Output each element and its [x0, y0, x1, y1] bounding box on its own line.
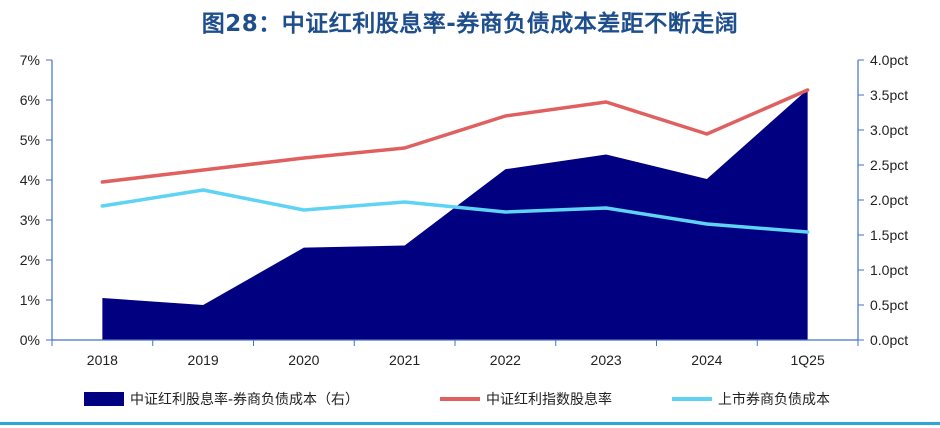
x-tick-label: 2023	[591, 352, 622, 368]
legend: 中证红利股息率-券商负债成本（右） 中证红利指数股息率 上市券商负债成本	[84, 391, 830, 408]
right-tick-label: 3.0pct	[870, 122, 908, 138]
axis-layer	[46, 59, 864, 346]
x-tick-label: 2019	[188, 352, 219, 368]
x-tick-label: 2018	[87, 352, 118, 368]
left-tick-label: 4%	[20, 172, 40, 188]
chart-title: 图28：中证红利股息率-券商负债成本差距不断走阔	[201, 11, 739, 37]
tick-layer: 0% 1% 2% 3% 4% 5% 6% 7% 0.0pct 0.5pct 1.0pct 1.5pct…	[20, 52, 908, 368]
right-tick-label: 1.0pct	[870, 262, 908, 278]
right-tick-label: 1.5pct	[870, 227, 908, 243]
right-tick-label: 0.5pct	[870, 297, 908, 313]
left-tick-label: 1%	[20, 292, 40, 308]
x-tick-label: 2020	[288, 352, 319, 368]
area-layer	[102, 89, 808, 341]
line-series-broker-cost	[100, 188, 810, 234]
left-tick-label: 6%	[20, 92, 40, 108]
x-tick-label: 2024	[691, 352, 722, 368]
bottom-rule	[0, 422, 940, 425]
left-tick-label: 0%	[20, 332, 40, 348]
line-series-dividend-yield	[100, 88, 810, 184]
legend-item-broker-cost-label: 上市券商负债成本	[718, 391, 830, 408]
right-tick-label: 4.0pct	[870, 52, 908, 68]
legend-item-dividend-yield-label: 中证红利指数股息率	[486, 391, 612, 408]
left-tick-label: 7%	[20, 52, 40, 68]
right-tick-label: 0.0pct	[870, 332, 908, 348]
legend-item-spread-swatch	[84, 392, 124, 406]
left-tick-label: 5%	[20, 132, 40, 148]
area-series-spread	[102, 89, 808, 341]
left-tick-label: 2%	[20, 252, 40, 268]
x-tick-label: 2021	[389, 352, 420, 368]
legend-item-spread-label: 中证红利股息率-券商负债成本（右）	[130, 391, 359, 408]
right-tick-label: 2.0pct	[870, 192, 908, 208]
x-tick-label: 1Q25	[791, 352, 825, 368]
x-tick-label: 2022	[490, 352, 521, 368]
right-tick-label: 2.5pct	[870, 157, 908, 173]
right-tick-label: 3.5pct	[870, 87, 908, 103]
left-tick-label: 3%	[20, 212, 40, 228]
line-layer	[100, 88, 810, 234]
